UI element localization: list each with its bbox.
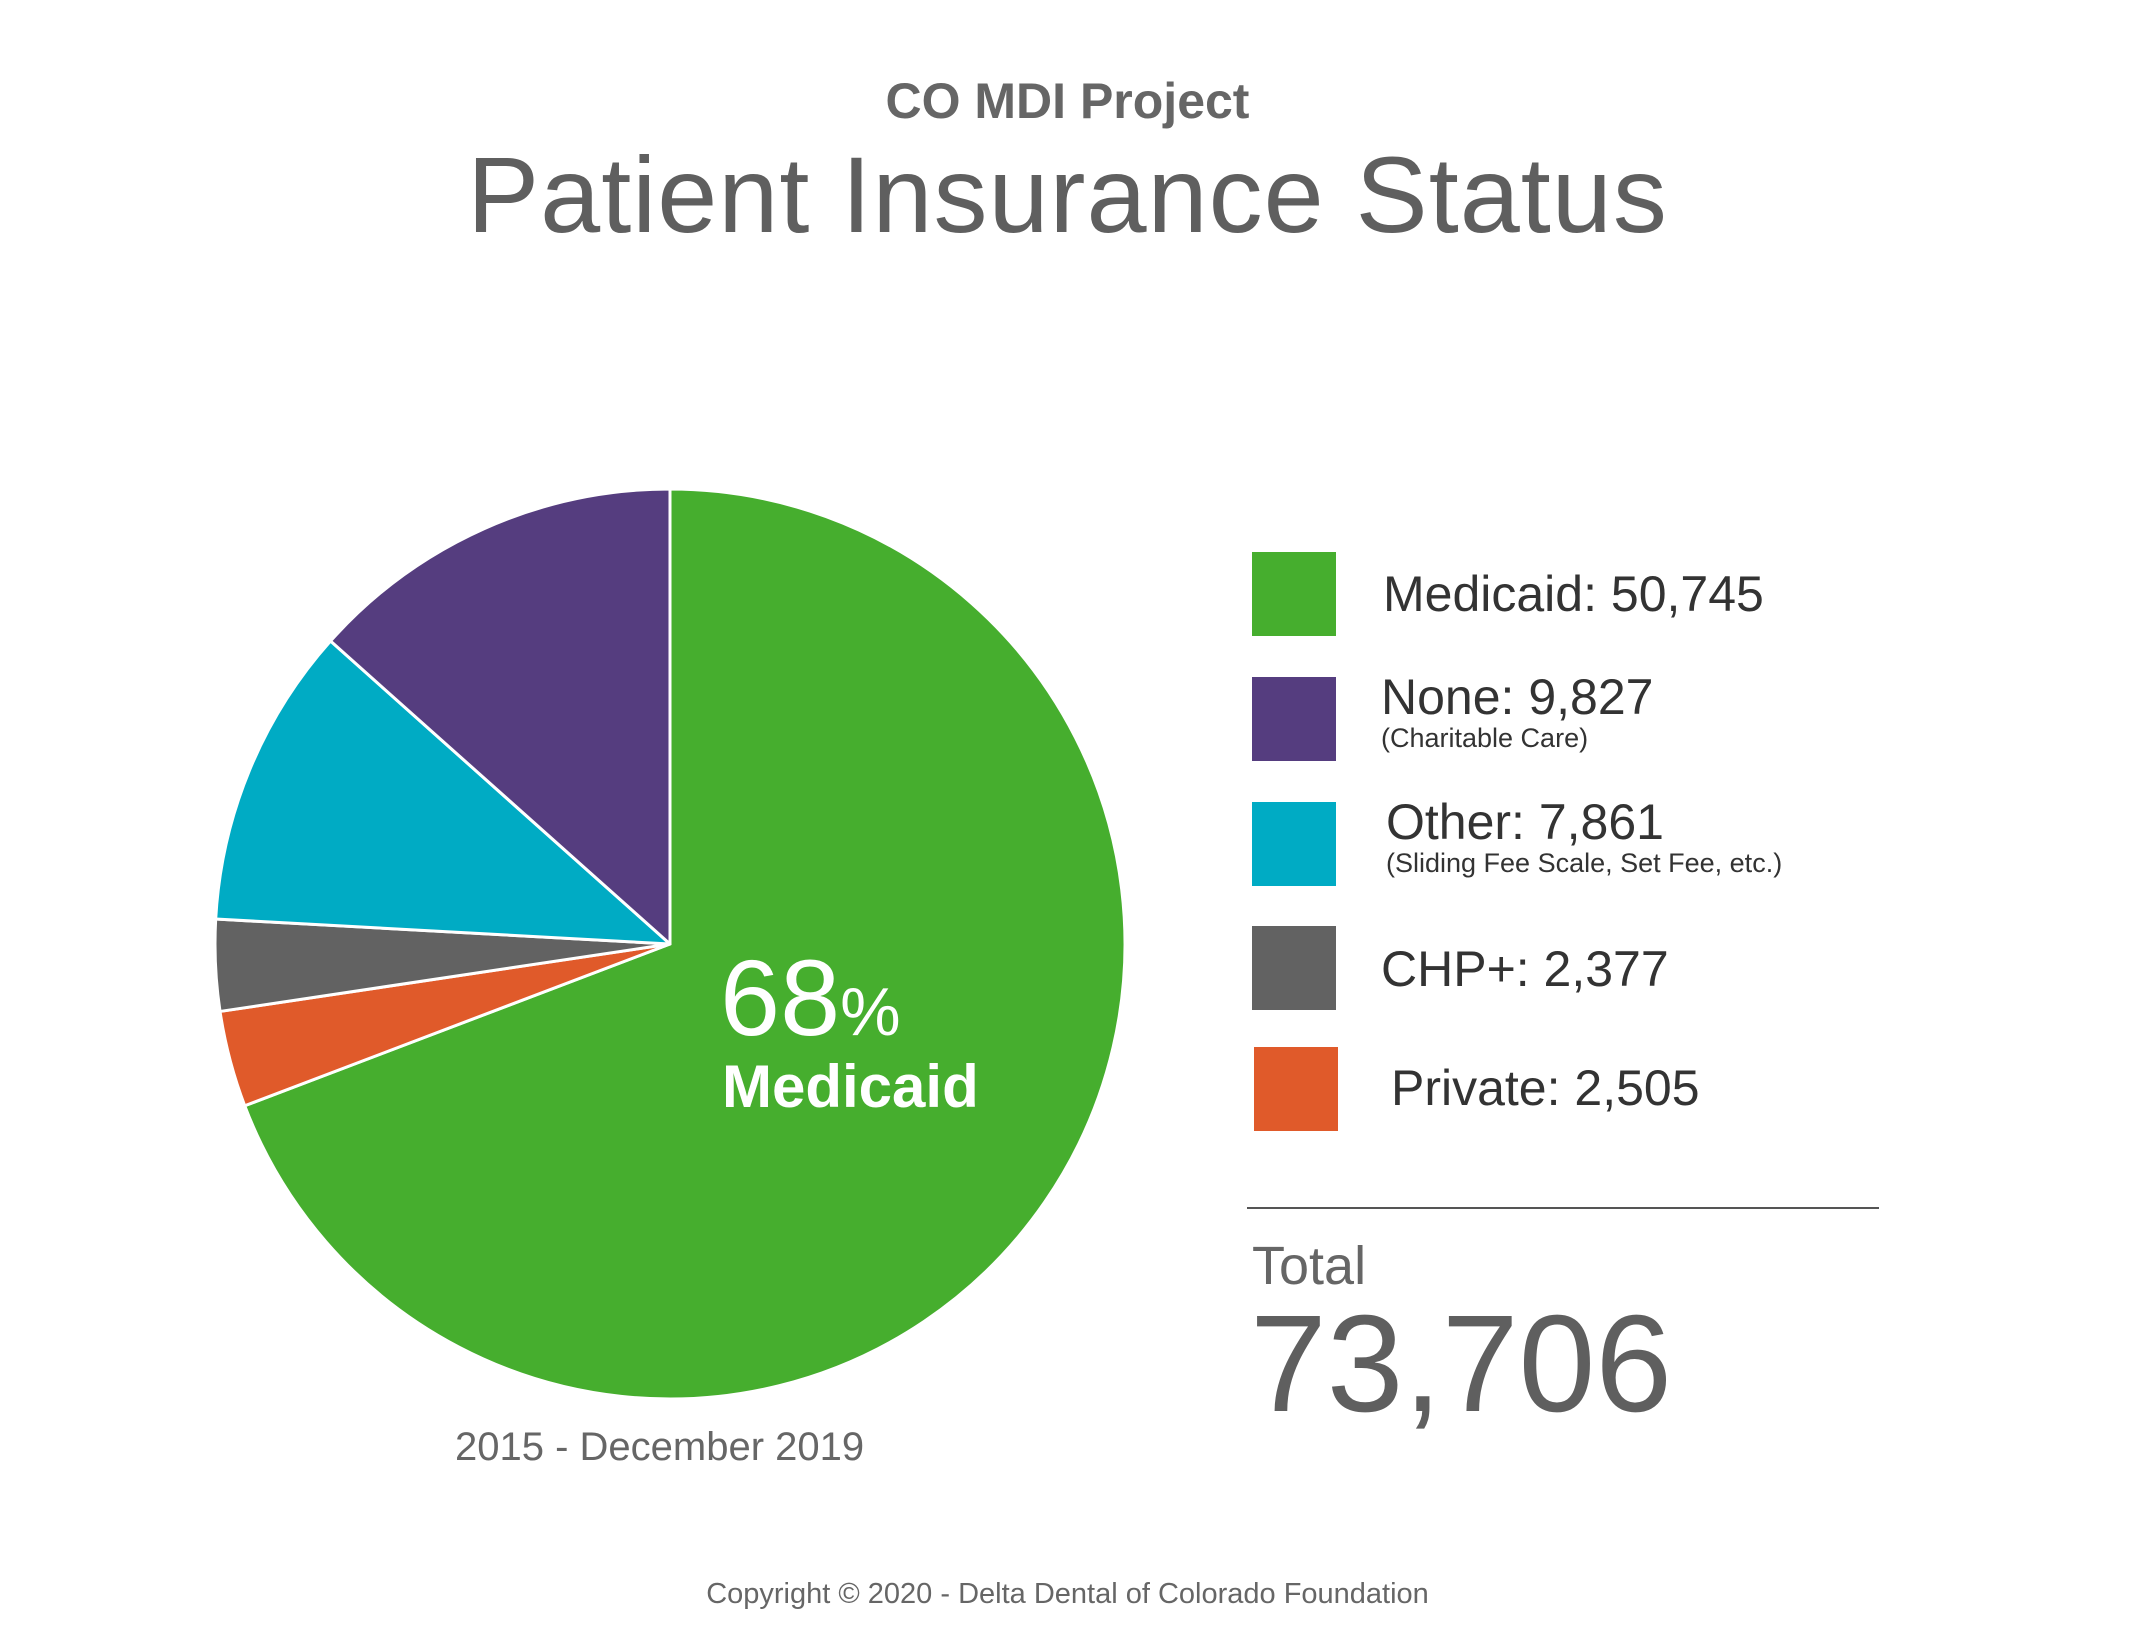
legend-label-other: Other: 7,861 — [1386, 794, 1664, 850]
legend-swatch-private — [1254, 1047, 1338, 1131]
center-label: Medicaid — [722, 1053, 979, 1120]
center-percent-number: 68 — [720, 937, 841, 1058]
center-percent-sign: % — [840, 974, 901, 1050]
legend-note-other: (Sliding Fee Scale, Set Fee, etc.) — [1386, 848, 1783, 878]
pie-slice-other — [214, 639, 672, 946]
legend-swatch-none — [1252, 677, 1336, 761]
copyright: Copyright © 2020 - Delta Dental of Color… — [706, 1578, 1429, 1610]
chart-title: Patient Insurance Status — [467, 134, 1668, 255]
legend-swatch-other — [1252, 802, 1336, 886]
legend-note-none: (Charitable Care) — [1381, 723, 1589, 753]
center-percent: 68% — [720, 935, 901, 1060]
legend-label-chp: CHP+: 2,377 — [1381, 941, 1669, 997]
legend-swatch-medicaid — [1252, 552, 1336, 636]
legend-swatch-chp — [1252, 926, 1336, 1010]
total-value: 73,706 — [1250, 1287, 1673, 1441]
date-range: 2015 - December 2019 — [455, 1425, 865, 1469]
legend-label-private: Private: 2,505 — [1391, 1060, 1700, 1116]
pie-slice-medicaid — [243, 487, 1127, 1401]
total-label: Total — [1252, 1236, 1367, 1296]
chart-subtitle: CO MDI Project — [885, 73, 1250, 129]
legend-label-none: None: 9,827 — [1381, 669, 1654, 725]
pie-slice-none — [329, 487, 672, 946]
legend-divider — [1247, 1207, 1879, 1209]
legend-label-medicaid: Medicaid: 50,745 — [1383, 566, 1764, 622]
